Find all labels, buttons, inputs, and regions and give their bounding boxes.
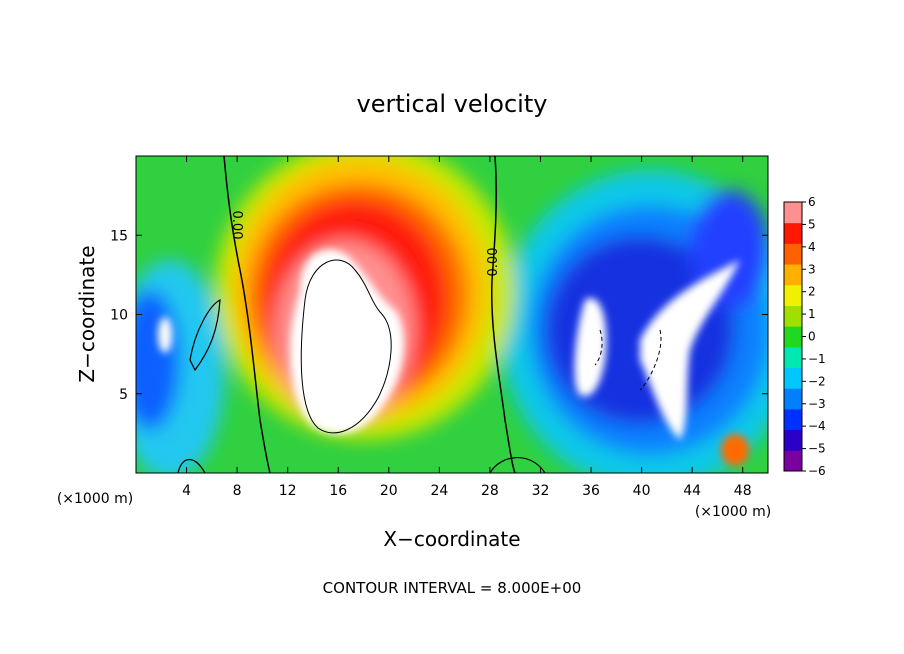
x-tick-label: 20 bbox=[380, 483, 398, 499]
colorbar-swatch bbox=[784, 408, 802, 431]
chart-title: vertical velocity bbox=[357, 90, 548, 118]
colorbar-swatch bbox=[784, 346, 802, 369]
colorbar-swatch bbox=[784, 202, 802, 224]
colorbar-swatch bbox=[784, 264, 802, 286]
y-tick-label: 15 bbox=[110, 228, 128, 244]
colorbar-swatch bbox=[784, 450, 802, 472]
colorbar-swatch bbox=[784, 326, 802, 348]
colorbar-swatch bbox=[784, 367, 802, 389]
colorbar-tick-label: 5 bbox=[808, 217, 816, 231]
y-axis: 5 10 15 bbox=[110, 228, 768, 403]
colorbar-swatch bbox=[784, 243, 802, 265]
x-axis: 4 8 12 16 20 24 28 32 36 40 44 48 bbox=[182, 156, 752, 499]
colorbar-tick-label: −6 bbox=[808, 464, 826, 478]
colorbar-swatch bbox=[784, 429, 802, 451]
x-tick-label: 24 bbox=[430, 483, 448, 499]
colorbar-swatch bbox=[784, 284, 802, 306]
x-tick-label: 8 bbox=[233, 483, 242, 499]
x-tick-label: 32 bbox=[532, 483, 550, 499]
contour-label-left: 0.00 bbox=[229, 211, 244, 240]
x-tick-label: 36 bbox=[582, 483, 600, 499]
x-axis-label: X−coordinate bbox=[383, 527, 520, 551]
x-tick-label: 40 bbox=[633, 483, 651, 499]
colorbar-tick-label: 4 bbox=[808, 240, 816, 254]
y-axis-label: Z−coordinate bbox=[75, 245, 99, 382]
x-unit-left: (×1000 m) bbox=[57, 491, 133, 507]
colorbar-tick-label: −4 bbox=[808, 419, 826, 433]
colorbar-swatch bbox=[784, 388, 802, 410]
colorbar-tick-label: 0 bbox=[808, 330, 816, 344]
colorbar-tick-label: −3 bbox=[808, 397, 826, 411]
y-tick-label: 10 bbox=[110, 308, 128, 324]
x-unit-right: (×1000 m) bbox=[695, 504, 771, 520]
x-tick-label: 16 bbox=[329, 483, 347, 499]
colorbar-tick-label: 6 bbox=[808, 195, 816, 209]
plot-field bbox=[136, 156, 768, 473]
colorbar-swatch bbox=[784, 222, 802, 244]
colorbar-tick-label: 1 bbox=[808, 307, 816, 321]
colorbar: 6 5 4 3 2 1 0 −1 −2 −3 −4 −5 −6 bbox=[783, 195, 826, 478]
y-tick-label: 5 bbox=[119, 387, 128, 403]
colorbar-tick-label: −1 bbox=[808, 352, 826, 366]
colorbar-tick-label: −5 bbox=[808, 442, 826, 456]
x-tick-label: 4 bbox=[182, 483, 191, 499]
x-tick-label: 28 bbox=[481, 483, 499, 499]
colorbar-tick-label: −2 bbox=[808, 374, 826, 388]
x-tick-label: 48 bbox=[734, 483, 752, 499]
colorbar-tick-label: 2 bbox=[808, 285, 816, 299]
colorbar-swatch bbox=[784, 305, 802, 327]
colorbar-tick-label: 3 bbox=[808, 262, 816, 276]
x-tick-label: 44 bbox=[683, 483, 701, 499]
x-tick-label: 12 bbox=[279, 483, 297, 499]
contour-label-right: 0.00 bbox=[486, 248, 501, 277]
contour-interval-note: CONTOUR INTERVAL = 8.000E+00 bbox=[323, 579, 582, 597]
